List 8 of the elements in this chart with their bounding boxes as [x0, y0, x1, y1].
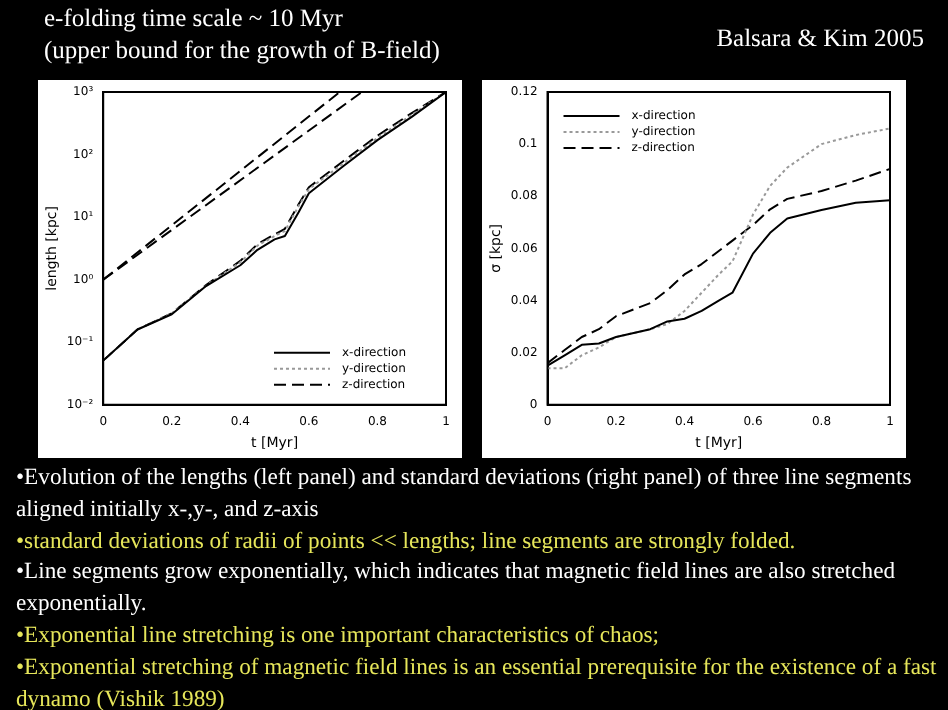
chart-subtitle: (upper bound for the growth of B-field) — [44, 34, 440, 66]
text: •standard deviations of radii of points << lengths; line segments are strongly folded. — [16, 525, 798, 557]
text: Balsara & Kim 2005 — [716, 24, 924, 54]
chart-title: e-folding time scale ~ 10 Myr — [44, 2, 345, 34]
text: •Line segments grow exponentially, which indicates that magnetic field lines are also stretched exponentially. — [16, 556, 898, 620]
text: •Evolution of the lengths (left panel) and standard deviations (right panel) of three line segments aligned initially x-,y-, and z-axis — [16, 462, 914, 526]
text: •Exponential stretching of magnetic field lines is an essential prerequisite for the existence of a fast dynamo (Vishik 1989) — [16, 651, 939, 710]
text: •Exponential line stretching is one important characteristics of chaos; — [16, 619, 662, 652]
